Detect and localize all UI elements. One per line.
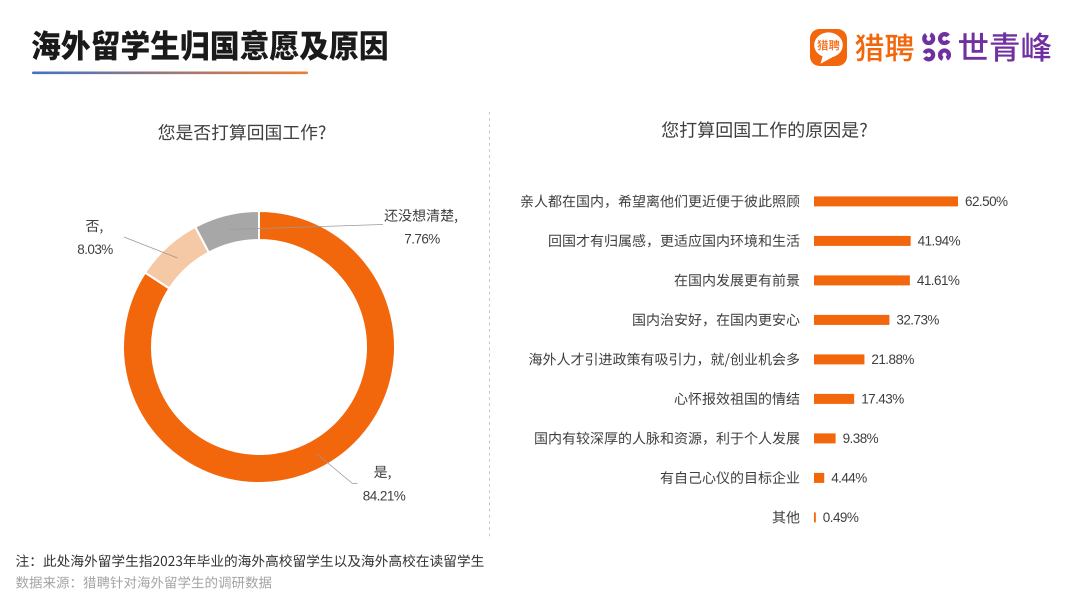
svg-text:41.61%: 41.61% [917,273,960,288]
svg-text:17.43%: 17.43% [861,392,904,407]
svg-text:9.38%: 9.38% [843,431,879,446]
svg-text:0.49%: 0.49% [823,510,859,525]
svg-text:21.88%: 21.88% [871,352,914,367]
svg-text:7.76%: 7.76% [404,232,440,247]
svg-text:8.03%: 8.03% [77,242,113,257]
svg-text:32.73%: 32.73% [896,313,939,328]
svg-text:84.21%: 84.21% [363,489,406,504]
svg-text:41.94%: 41.94% [918,234,961,249]
svg-text:4.44%: 4.44% [831,471,867,486]
svg-text:62.50%: 62.50% [965,194,1008,209]
